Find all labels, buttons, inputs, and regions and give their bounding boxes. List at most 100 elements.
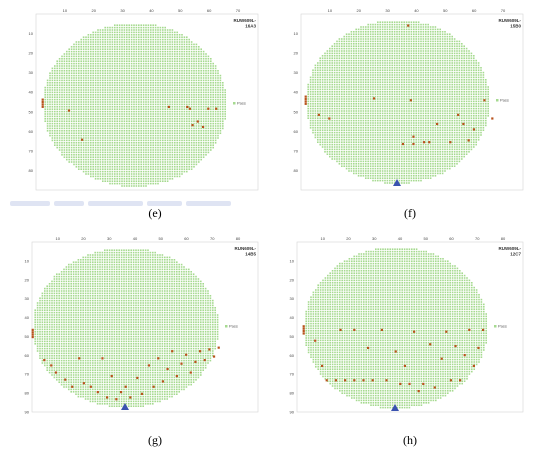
fail-die [463,354,466,357]
fail-die [328,117,331,120]
fail-die [403,364,406,367]
plot-frame [296,241,524,413]
fail-die [339,328,342,331]
fail-die [31,333,34,336]
fail-die [106,396,109,399]
y-tick-label: 70 [25,372,30,377]
fail-die [50,364,53,367]
x-tick-label: 50 [178,8,183,13]
y-tick-label: 90 [290,410,295,415]
wafer-map-panel-g: 10 20 30 40 50 60 70 80 10 20 30 40 50 60 70 80 90 RUN609… [20,232,270,417]
x-tick-label: 40 [398,236,403,241]
legend-swatch [233,102,236,105]
fail-die [31,335,34,339]
fail-die [468,328,471,331]
fail-die [185,353,188,356]
x-tick-label: 70 [475,236,480,241]
plot-frame [31,241,259,413]
fail-die [302,330,305,333]
fail-die [304,97,307,101]
y-tick-label: 60 [29,129,34,134]
panel-label-g: (g) [148,433,162,447]
legend-swatch [494,325,497,328]
fail-die [212,355,216,358]
fail-die [71,385,74,388]
x-tick-label: 70 [501,8,506,13]
y-tick-label: 30 [294,70,299,75]
fail-die [449,141,452,144]
fail-die [302,332,305,335]
fail-die [440,357,443,360]
fail-die [96,391,99,394]
fail-die [353,379,356,382]
x-tick-label: 60 [184,236,189,241]
fail-die [412,142,415,146]
fail-die [110,375,113,378]
y-tick-label: 50 [294,109,299,114]
y-tick-label: 70 [290,372,295,377]
fail-die [167,105,170,109]
wafer-id-label: 16A3 [245,24,256,29]
x-tick-label: 20 [356,8,361,13]
wafer-map-f: 10 20 30 40 50 60 70 10 20 30 40 50 60 70 80 RUW609L-15… [294,8,524,191]
fail-die [401,142,405,146]
fail-die [41,98,44,101]
pass-die-grid [34,249,219,407]
fail-die [217,346,220,349]
fail-die [436,122,439,126]
faint-text-artifact [10,195,260,217]
y-tick-label: 30 [25,296,30,301]
fail-die [462,122,465,126]
y-tick-label: 30 [290,296,295,301]
fail-die [422,382,425,385]
fail-die [302,325,305,328]
legend-swatch [225,325,228,328]
fail-die [467,139,470,142]
fail-die [457,113,460,116]
y-tick-label: 20 [290,277,295,282]
x-tick-label: 30 [120,8,125,13]
x-tick-label: 80 [501,236,506,241]
y-tick-label: 70 [29,148,34,153]
fail-die [161,380,164,383]
y-tick-label: 30 [29,70,34,75]
fail-die [186,105,189,109]
legend-swatch [496,99,499,102]
fail-die [196,120,199,123]
fail-die [477,346,480,349]
fail-die [413,330,416,333]
legend-label: Pass [500,98,509,103]
legend-label: Pass [229,324,238,329]
fail-die [207,107,210,110]
y-tick-label: 40 [25,315,30,320]
wafer-id-label: 14B5 [245,252,256,257]
fail-die [422,141,426,144]
x-tick-label: 40 [133,236,138,241]
x-tick-label: 40 [414,8,419,13]
fail-die [304,95,307,98]
wafer-map-h: 10 20 30 40 50 60 70 80 10 20 30 40 50 60 70 80 90 RUW609… [290,236,524,415]
y-tick-label: 20 [294,51,299,56]
x-tick-label: 60 [207,8,212,13]
fail-die [89,385,92,388]
wafer-id-label: 15B0 [510,24,521,29]
fail-die [82,382,85,385]
fail-die [454,345,457,348]
fail-die [215,107,218,110]
fail-die [459,379,462,382]
fail-die [199,350,202,353]
x-tick-label: 10 [56,236,61,241]
fail-die [321,364,324,367]
fail-die [314,339,317,342]
fail-die [412,135,415,138]
y-tick-label: 50 [25,334,30,339]
panel-label-h: (h) [403,433,417,447]
wafer-id-label: RUN609L- [234,246,256,251]
x-tick-label: 20 [81,236,86,241]
fail-die [41,100,44,104]
fail-die [372,97,376,100]
y-tick-label: 50 [290,334,295,339]
fail-die [407,24,410,27]
fail-die [64,378,67,381]
y-tick-label: 50 [29,109,34,114]
